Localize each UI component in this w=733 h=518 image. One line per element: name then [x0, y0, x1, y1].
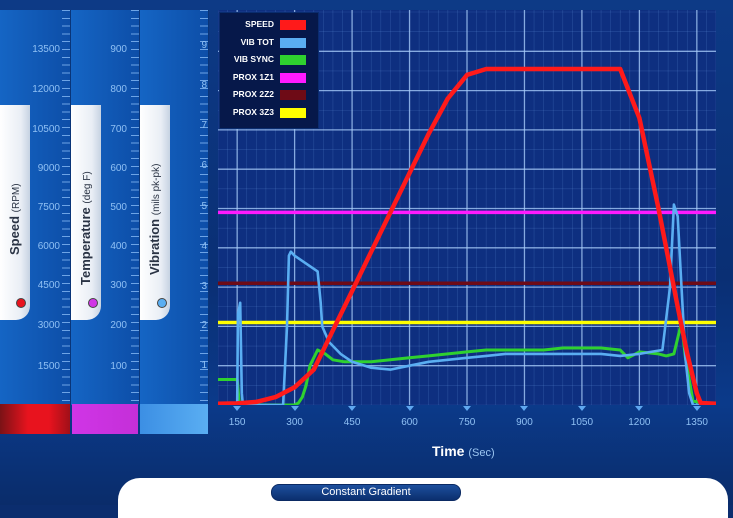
vibration-color-swatch [140, 404, 208, 434]
speed-tick: 9000 [37, 163, 60, 174]
legend-swatch [280, 72, 306, 83]
temperature-minor-ticks [131, 10, 139, 405]
vibration-axis-title: Vibration [147, 218, 162, 275]
legend-label: PROX 1Z1 [232, 71, 274, 82]
temperature-axis-label: Temperature (deg F) [78, 171, 93, 285]
temperature-tick: 100 [110, 361, 127, 372]
legend: SPEED VIB TOT VIB SYNC PROX 1Z1 PROX 2Z2 PROX… [219, 12, 319, 129]
x-tick-marker [405, 406, 414, 411]
x-tick-label: 750 [458, 417, 476, 428]
x-tick-marker [348, 406, 357, 411]
vibration-minor-ticks [200, 10, 208, 405]
legend-item: PROX 1Z1 [220, 72, 318, 84]
temperature-color-swatch [72, 404, 138, 434]
x-tick-marker [463, 406, 471, 411]
temperature-tick: 800 [110, 84, 127, 95]
temperature-tick: 500 [110, 202, 127, 213]
legend-label: VIB TOT [240, 36, 274, 47]
x-tick-label: 450 [343, 417, 361, 428]
legend-item: PROX 2Z2 [220, 89, 318, 101]
y-tick-label: 6 [201, 160, 207, 171]
vibration-axis-tab: Vibration (mils pk-pk) [140, 105, 170, 320]
legend-swatch [280, 107, 306, 118]
x-tick-label: 1200 [628, 417, 651, 428]
x-tick-label: 150 [228, 417, 246, 428]
speed-tick: 10500 [32, 124, 60, 135]
vibration-axis-label: Vibration (mils pk-pk) [147, 164, 162, 275]
y-tick-label: 9 [201, 40, 207, 51]
speed-tick: 7500 [37, 202, 60, 213]
x-tick-label: 300 [286, 417, 303, 428]
speed-indicator-dot [16, 298, 26, 308]
y-tick-label: 1 [201, 360, 207, 371]
y-tick-label: 8 [201, 80, 207, 91]
temperature-tick: 600 [110, 163, 127, 174]
x-tick-marker [290, 406, 299, 411]
series-line-vib-sync [218, 321, 716, 405]
speed-axis-unit: (RPM) [11, 183, 22, 213]
speed-axis-label: Speed (RPM) [7, 183, 22, 255]
temperature-axis-tab: Temperature (deg F) [71, 105, 101, 320]
x-tick-label: 900 [516, 417, 533, 428]
x-tick-marker [520, 406, 529, 411]
speed-tick: 6000 [37, 241, 60, 252]
temperature-axis-unit: (deg F) [82, 171, 93, 204]
speed-tick: 1500 [37, 361, 60, 372]
speed-axis-title: Speed [7, 215, 22, 255]
legend-label: PROX 3Z3 [232, 106, 274, 117]
speed-tick: 13500 [32, 44, 60, 55]
speed-tick: 3000 [37, 320, 60, 331]
speed-tick: 4500 [37, 280, 60, 291]
speed-tick: 12000 [32, 84, 60, 95]
temperature-axis-title: Temperature [78, 207, 93, 285]
vibration-axis-unit: (mils pk-pk) [151, 163, 162, 216]
speed-axis-panel: 13500 12000 10500 9000 7500 6000 4500 30… [0, 10, 71, 405]
temperature-indicator-dot [88, 298, 98, 308]
y-tick-label: 4 [201, 241, 207, 252]
legend-item: VIB SYNC [220, 54, 318, 66]
legend-label: SPEED [245, 19, 274, 29]
temperature-tick: 400 [110, 241, 127, 252]
legend-swatch [280, 90, 306, 100]
series-line-speed [218, 66, 716, 405]
x-axis-title: Time [432, 443, 465, 459]
temperature-tick: 700 [110, 124, 127, 135]
temperature-tick: 900 [110, 44, 127, 55]
speed-axis-tab: Speed (RPM) [0, 105, 30, 320]
x-tick-marker [635, 406, 644, 411]
legend-label: PROX 2Z2 [232, 89, 274, 99]
vibration-indicator-dot [157, 298, 167, 308]
legend-item: PROX 3Z3 [220, 107, 318, 119]
legend-label: VIB SYNC [233, 54, 274, 64]
temperature-axis-panel: 900 800 700 600 500 400 300 200 100 Temp… [71, 10, 140, 405]
y-tick-label: 5 [201, 201, 207, 212]
speed-minor-ticks [62, 10, 70, 405]
x-axis-unit: (Sec) [468, 447, 495, 459]
legend-swatch [280, 55, 306, 65]
y-tick-label: 3 [201, 281, 207, 292]
x-axis-label: Time (Sec) [432, 443, 495, 459]
legend-item: VIB TOT [220, 37, 318, 49]
x-tick-marker [233, 406, 242, 411]
y-tick-label: 7 [201, 120, 207, 131]
x-tick-label: 600 [401, 417, 418, 428]
x-tick-marker [577, 406, 586, 411]
vibration-axis-panel: Vibration (mils pk-pk) [140, 10, 209, 405]
x-tick-label: 1350 [685, 417, 708, 428]
temperature-tick: 200 [110, 320, 127, 331]
legend-swatch [280, 37, 306, 48]
x-tick-label: 1050 [570, 417, 594, 428]
temperature-tick: 300 [110, 280, 127, 291]
x-tick-marker [692, 406, 701, 411]
constant-gradient-button[interactable]: Constant Gradient [271, 484, 461, 501]
legend-swatch [280, 20, 306, 30]
speed-color-swatch [0, 404, 70, 434]
y-tick-label: 2 [201, 320, 207, 331]
legend-item: SPEED [220, 19, 318, 31]
